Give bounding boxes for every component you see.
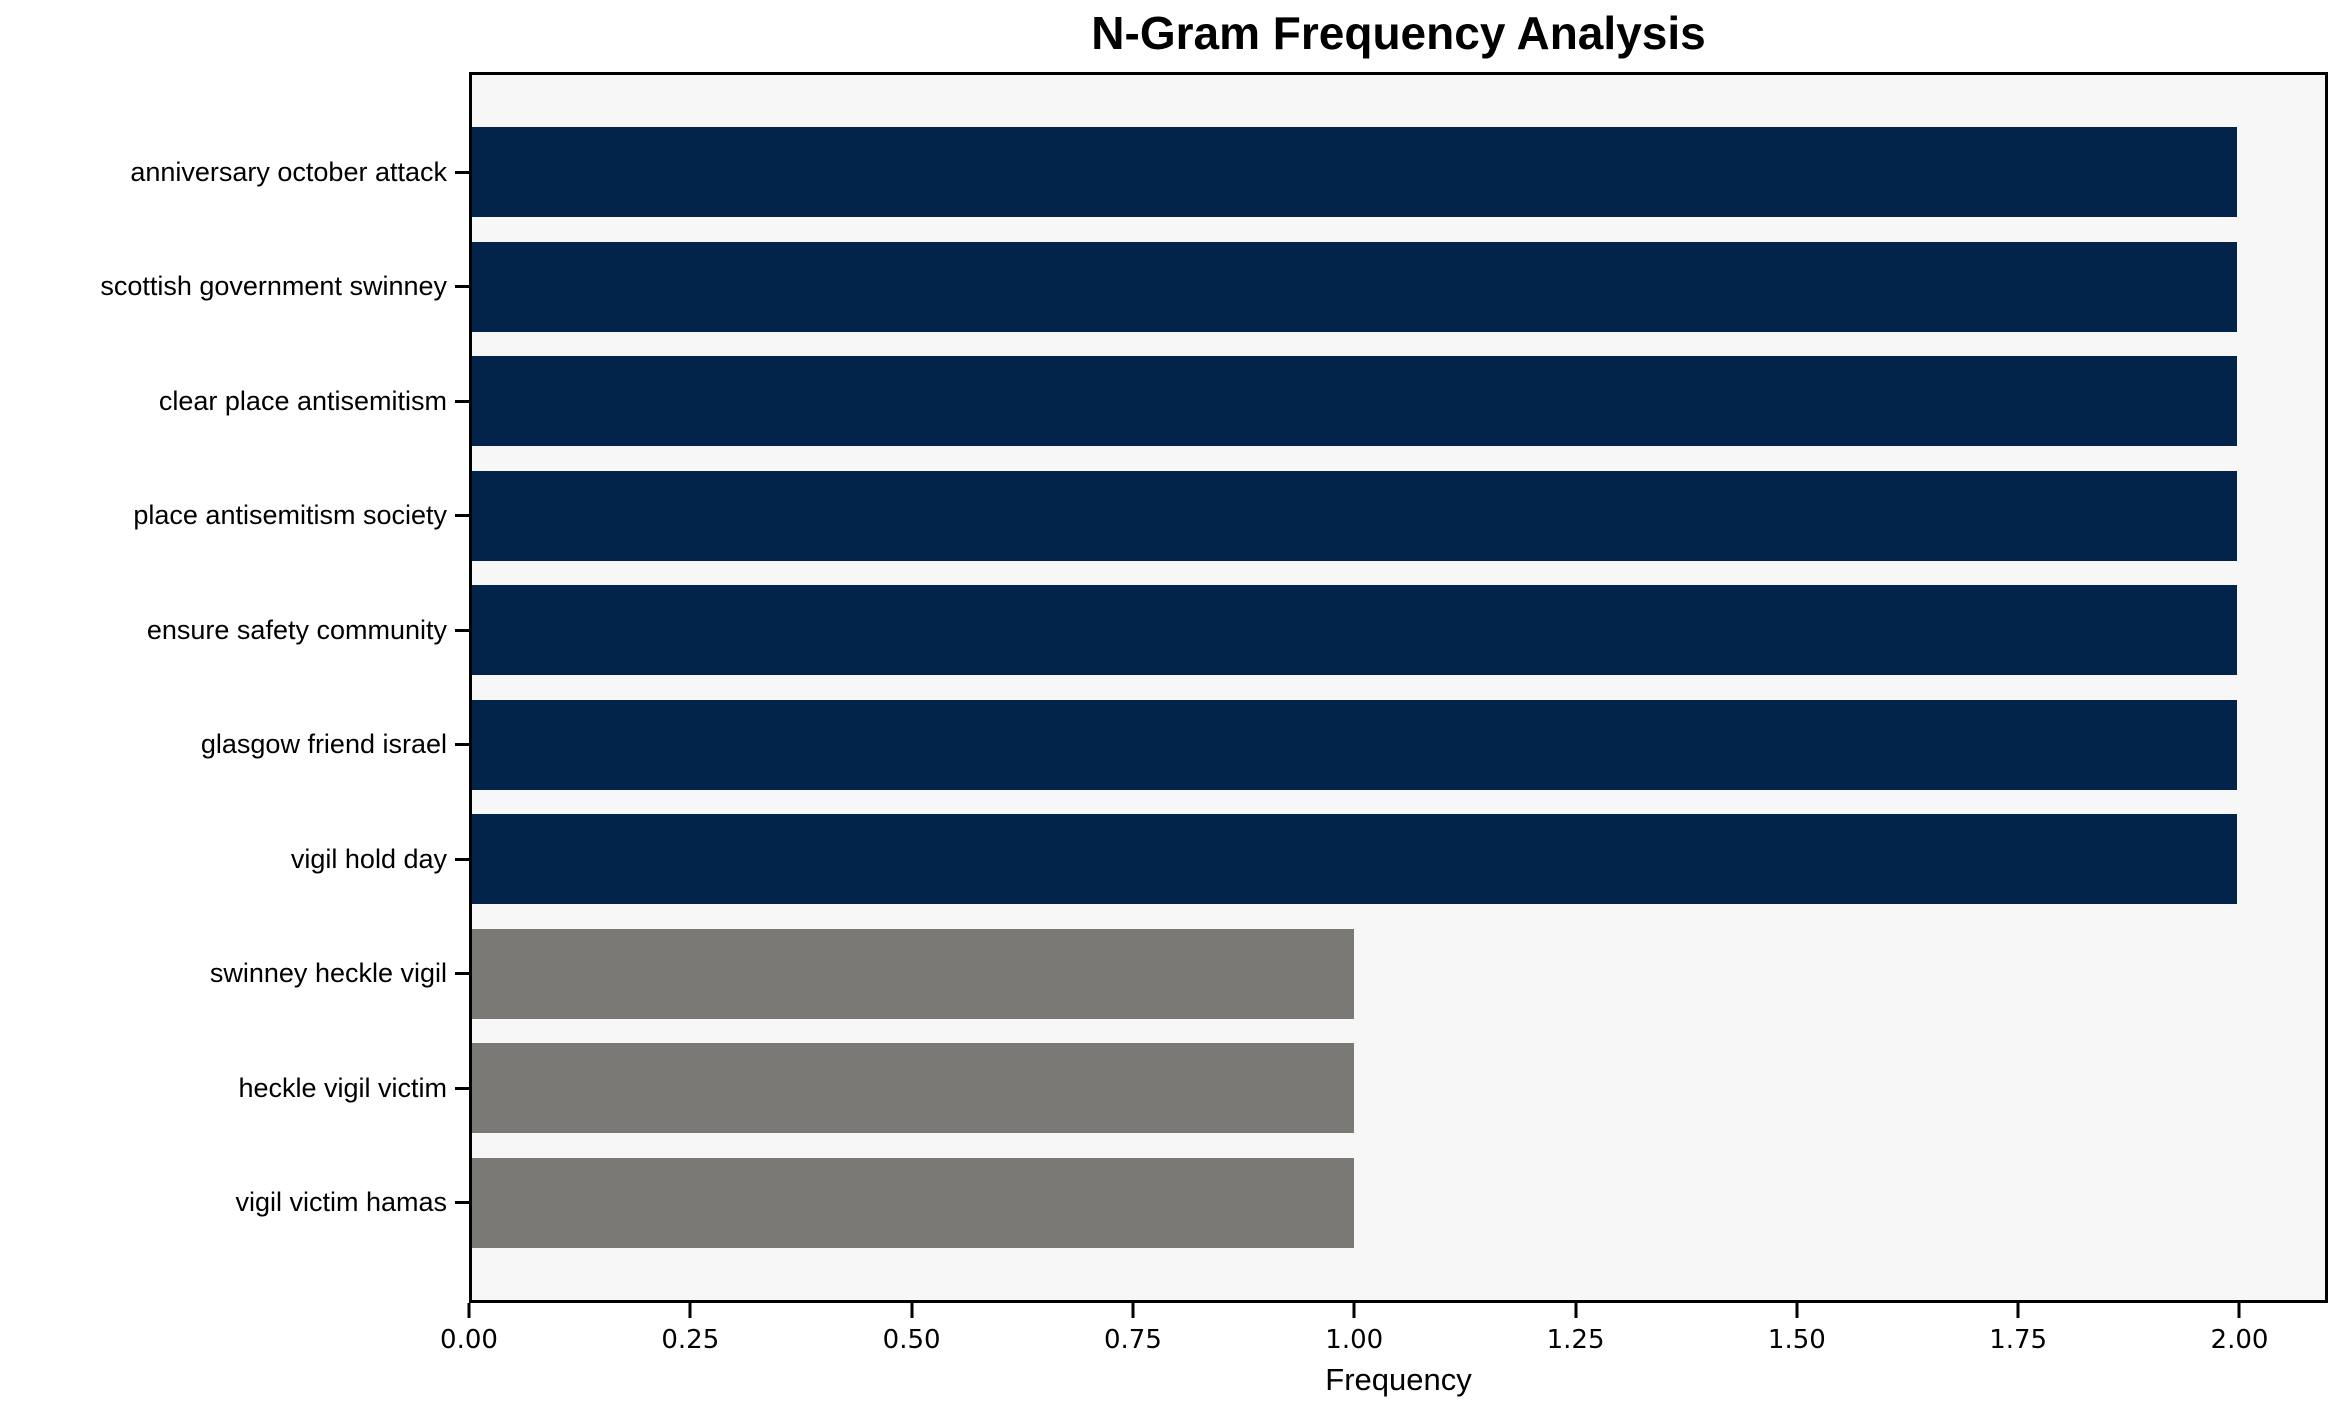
bar [472, 928, 1355, 1019]
x-tick-mark [2237, 1303, 2241, 1318]
x-tick-label: 2.00 [2210, 1325, 2269, 1355]
bar [472, 1157, 1355, 1248]
x-tick-label: 1.75 [1989, 1325, 2048, 1355]
x-tick-mark [910, 1303, 914, 1318]
bar [472, 127, 2237, 218]
y-tick-label: clear place antisemitism [158, 385, 447, 416]
y-tick-mark [455, 972, 469, 976]
y-tick-label: anniversary october attack [130, 156, 447, 187]
x-axis-title: Frequency [1325, 1362, 1472, 1397]
bar [472, 356, 2237, 447]
y-tick-row: ensure safety community [0, 573, 469, 688]
y-tick-row: anniversary october attack [0, 115, 469, 230]
bar [472, 699, 2237, 790]
bar-row [472, 573, 2325, 688]
bar-row [472, 230, 2325, 345]
plot-area [469, 72, 2328, 1303]
y-tick-mark [455, 628, 469, 632]
x-tick-label: 0.25 [661, 1325, 720, 1355]
x-tick-label: 1.25 [1546, 1325, 1605, 1355]
y-tick-mark [455, 514, 469, 518]
y-tick-mark [455, 857, 469, 861]
y-tick-row: place antisemitism society [0, 459, 469, 574]
y-tick-label: swinney heckle vigil [209, 958, 447, 989]
y-tick-mark [455, 399, 469, 403]
bar [472, 814, 2237, 905]
bar-row [472, 344, 2325, 459]
y-tick-row: clear place antisemitism [0, 344, 469, 459]
y-tick-row: swinney heckle vigil [0, 917, 469, 1032]
bar-row [472, 1031, 2325, 1146]
bar-row [472, 115, 2325, 230]
x-axis: 0.00 0.25 0.50 0.75 1.00 1.25 1.50 1.75 2.00 [440, 1303, 2328, 1393]
y-tick-label: ensure safety community [146, 614, 447, 645]
y-tick-label: scottish government swinney [100, 271, 447, 302]
bar-row [472, 688, 2325, 803]
y-tick-label: glasgow friend israel [200, 729, 447, 760]
y-tick-row: heckle vigil victim [0, 1031, 469, 1146]
y-tick-row: vigil victim hamas [0, 1146, 469, 1261]
y-tick-label: vigil victim hamas [235, 1187, 447, 1218]
y-tick-label: heckle vigil victim [238, 1072, 447, 1103]
x-tick-mark [1131, 1303, 1135, 1318]
y-tick-mark [455, 1201, 469, 1205]
x-tick-mark [688, 1303, 692, 1318]
bar [472, 585, 2237, 676]
x-tick-mark [1795, 1303, 1799, 1318]
y-tick-mark [455, 1086, 469, 1090]
bar [472, 470, 2237, 561]
x-tick-mark [2016, 1303, 2020, 1318]
chart-title: N-Gram Frequency Analysis [1091, 7, 1706, 59]
x-tick-mark [467, 1303, 471, 1318]
bar-row [472, 802, 2325, 917]
bar-row [472, 917, 2325, 1032]
x-tick-mark [1574, 1303, 1578, 1318]
y-tick-row: glasgow friend israel [0, 688, 469, 803]
y-tick-mark [455, 285, 469, 289]
bar-row [472, 1146, 2325, 1261]
x-tick-label: 0.50 [882, 1325, 941, 1355]
y-tick-label: vigil hold day [290, 843, 447, 874]
y-tick-row: scottish government swinney [0, 230, 469, 345]
x-tick-mark [1352, 1303, 1356, 1318]
x-tick-label: 0.75 [1103, 1325, 1162, 1355]
x-tick-label: 1.00 [1325, 1325, 1384, 1355]
y-axis-labels: anniversary october attack scottish gover… [0, 72, 469, 1303]
bar [472, 241, 2237, 332]
y-tick-label: place antisemitism society [133, 500, 447, 531]
y-tick-row: vigil hold day [0, 802, 469, 917]
x-tick-label: 1.50 [1767, 1325, 1826, 1355]
x-tick-label: 0.00 [440, 1325, 498, 1355]
bar-row [472, 459, 2325, 574]
bar [472, 1043, 1355, 1134]
y-tick-mark [455, 743, 469, 747]
y-tick-mark [455, 170, 469, 174]
